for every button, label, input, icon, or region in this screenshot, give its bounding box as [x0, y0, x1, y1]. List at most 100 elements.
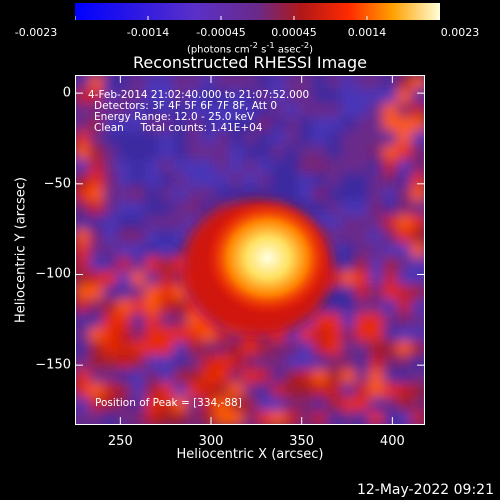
heatmap-cell [89, 257, 104, 272]
heatmap-cell [313, 369, 328, 384]
heatmap-cell [89, 201, 104, 216]
heatmap-cell [117, 327, 132, 342]
heatmap-cell [383, 117, 398, 132]
heatmap-cell [215, 159, 230, 174]
heatmap-cell [131, 355, 146, 370]
heatmap-cell [411, 383, 425, 398]
heatmap-cell [411, 89, 425, 104]
heatmap-cell [411, 117, 425, 132]
colorbar-tick-label: -0.00045 [196, 26, 246, 39]
heatmap-cell [117, 355, 132, 370]
heatmap-cell [327, 327, 342, 342]
heatmap-cell [75, 243, 90, 258]
heatmap-cell [159, 397, 174, 412]
heatmap-cell [355, 187, 370, 202]
heatmap-cell [243, 145, 258, 160]
heatmap-cell [201, 397, 216, 412]
heatmap-cell [369, 285, 384, 300]
heatmap-cell [355, 89, 370, 104]
heatmap-cell [243, 411, 258, 425]
heatmap-cell [131, 327, 146, 342]
heatmap-cell [271, 117, 286, 132]
heatmap-cell [327, 117, 342, 132]
heatmap-cell [89, 327, 104, 342]
heatmap-cell [187, 145, 202, 160]
heatmap-cell [369, 369, 384, 384]
y-tick-label: −150 [35, 357, 71, 373]
heatmap-cell [383, 187, 398, 202]
heatmap-cell [397, 257, 412, 272]
heatmap-cell [327, 341, 342, 356]
heatmap-cell [243, 383, 258, 398]
heatmap-cell [173, 173, 188, 188]
heatmap-cell [117, 229, 132, 244]
heatmap-cell [285, 369, 300, 384]
heatmap-cell [341, 159, 356, 174]
heatmap-cell [159, 131, 174, 146]
heatmap-cell [299, 411, 314, 425]
heatmap-cell [75, 145, 90, 160]
heatmap-cell [187, 75, 202, 90]
heatmap-cell [355, 159, 370, 174]
heatmap-cell [131, 313, 146, 328]
heatmap-cell [383, 383, 398, 398]
heatmap-cell [369, 173, 384, 188]
heatmap-cell [313, 355, 328, 370]
heatmap-cell [103, 131, 118, 146]
heatmap-cell [201, 103, 216, 118]
heatmap-cell [271, 103, 286, 118]
heatmap-cell [131, 397, 146, 412]
heatmap-cell [271, 173, 286, 188]
heatmap-cell [229, 75, 244, 90]
heatmap-cell [243, 173, 258, 188]
heatmap-cell [89, 411, 104, 425]
colorbar-tick-label: 0.0023 [440, 26, 480, 39]
heatmap-cell [145, 215, 160, 230]
heatmap-cell [145, 285, 160, 300]
heatmap-cell [89, 243, 104, 258]
heatmap-cell [257, 383, 272, 398]
heatmap-cell [145, 383, 160, 398]
heatmap-cell [117, 383, 132, 398]
heatmap-cell [89, 159, 104, 174]
heatmap-cell [159, 271, 174, 286]
heatmap-cell [397, 89, 412, 104]
heatmap-cell [89, 131, 104, 146]
heatmap-cell [89, 117, 104, 132]
heatmap-cell [355, 229, 370, 244]
colorbar-tick-label: -0.0014 [126, 26, 170, 39]
heatmap-cell [215, 89, 230, 104]
heatmap-cell [89, 75, 104, 90]
heatmap-cell [145, 173, 160, 188]
heatmap-cell [187, 313, 202, 328]
heatmap-cell [75, 229, 90, 244]
heatmap-cell [229, 145, 244, 160]
heatmap-cell [243, 369, 258, 384]
heatmap-cell [201, 145, 216, 160]
heatmap-cell [159, 173, 174, 188]
x-tick-label: 250 [107, 434, 133, 449]
heatmap-cell [271, 369, 286, 384]
heatmap-cell [173, 103, 188, 118]
y-tick-label: −50 [43, 176, 71, 192]
heatmap-cell [327, 187, 342, 202]
heatmap-cell [159, 89, 174, 104]
heatmap-cell [159, 411, 174, 425]
heatmap-cell [75, 313, 90, 328]
heatmap-cell [411, 75, 425, 90]
heatmap-cell [75, 131, 90, 146]
heatmap-cell [285, 117, 300, 132]
heatmap-cell [355, 131, 370, 146]
heatmap-cell [411, 229, 425, 244]
heatmap-cell [201, 355, 216, 370]
heatmap-cell [173, 299, 188, 314]
heatmap-cell [397, 131, 412, 146]
heatmap-cell [285, 355, 300, 370]
heatmap-cell [117, 131, 132, 146]
heatmap-cell [299, 397, 314, 412]
heatmap-cell [187, 355, 202, 370]
heatmap-cell [145, 313, 160, 328]
heatmap-cell [89, 271, 104, 286]
heatmap-cell [327, 131, 342, 146]
heatmap-cell [313, 173, 328, 188]
